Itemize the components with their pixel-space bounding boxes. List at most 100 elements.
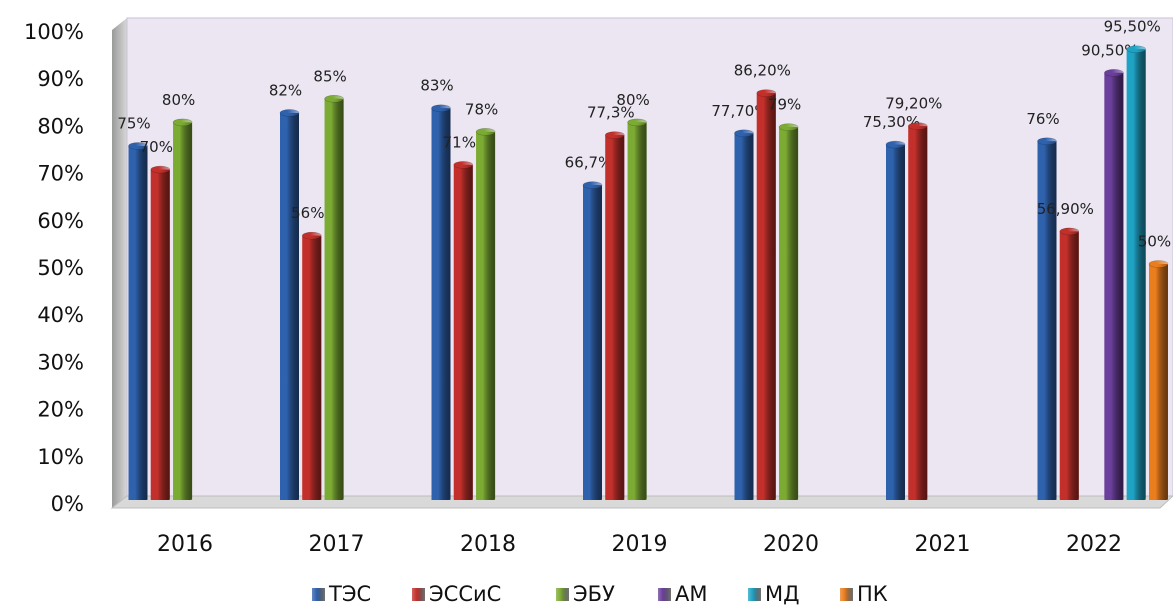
bar-cap — [582, 181, 603, 189]
bar-cap — [301, 231, 322, 240]
bar-cap — [1059, 227, 1080, 236]
value-label: 50% — [1138, 233, 1171, 251]
bar-cap — [778, 123, 799, 131]
y-tick-label: 10% — [37, 445, 84, 469]
y-tick-label: 30% — [37, 350, 84, 374]
bar-cap — [604, 131, 625, 139]
legend-swatch — [840, 588, 853, 601]
bar — [886, 144, 905, 501]
y-tick-label: 0% — [51, 492, 84, 516]
bar — [453, 164, 473, 500]
legend-swatch — [312, 588, 325, 601]
y-tick-label: 20% — [37, 398, 84, 422]
bar-cap — [907, 122, 928, 130]
bar — [324, 98, 344, 501]
bar — [1037, 141, 1057, 500]
bar — [908, 126, 928, 501]
y-tick-label: 90% — [37, 67, 84, 91]
bar — [627, 122, 647, 501]
plot-area — [126, 17, 1173, 497]
legend-label: МД — [765, 582, 800, 606]
value-label: 70% — [140, 138, 173, 156]
value-label: 79% — [768, 96, 801, 114]
value-label: 83% — [420, 77, 453, 95]
bar — [779, 127, 799, 501]
bar — [476, 131, 496, 500]
bar — [1104, 72, 1124, 500]
bar — [128, 146, 148, 500]
x-tick-label: 2018 — [460, 532, 516, 557]
x-tick-label: 2017 — [309, 532, 365, 557]
legend-swatch — [556, 588, 569, 601]
value-label: 78% — [465, 100, 498, 118]
bar-cap — [475, 128, 496, 136]
x-tick-label: 2019 — [612, 532, 668, 557]
x-tick-label: 2022 — [1066, 532, 1122, 557]
bar — [734, 133, 754, 501]
value-label: 80% — [162, 91, 195, 109]
legend-swatch — [748, 588, 761, 601]
value-label: 80% — [616, 91, 649, 109]
bar-cap — [1126, 45, 1146, 54]
bar — [605, 135, 625, 501]
bar — [431, 108, 451, 501]
legend-label: ПК — [857, 582, 888, 606]
legend-label: АМ — [675, 582, 707, 606]
bar-cap — [1104, 69, 1124, 77]
value-label: 79,20% — [885, 95, 942, 113]
value-label: 56% — [291, 204, 324, 222]
y-tick-label: 60% — [37, 209, 84, 233]
x-tick-label: 2016 — [157, 532, 213, 557]
bar-cap — [1148, 260, 1169, 268]
value-label: 82% — [269, 81, 302, 99]
bar — [1149, 264, 1168, 500]
value-label: 77,3% — [587, 104, 635, 122]
bar — [756, 93, 776, 501]
bar-cap — [756, 89, 777, 97]
bar — [1059, 231, 1079, 500]
bar-cap — [431, 104, 451, 113]
bar — [150, 169, 170, 500]
value-label: 71% — [443, 133, 476, 151]
bar-cap — [453, 161, 474, 169]
bar-cap — [885, 140, 906, 149]
y-tick-label: 70% — [37, 162, 84, 186]
value-label: 90,50% — [1081, 41, 1138, 59]
legend-swatch — [658, 588, 671, 601]
bar — [302, 235, 322, 500]
bar — [1126, 49, 1146, 501]
legend-label: ЭБУ — [573, 582, 615, 606]
bar — [583, 185, 602, 500]
legend-swatch — [412, 588, 425, 601]
bar-cap — [128, 142, 148, 150]
floor — [110, 495, 1173, 509]
value-label: 85% — [313, 67, 346, 85]
bar-cap — [734, 129, 754, 138]
value-label: 95,50% — [1104, 18, 1161, 36]
value-label: 76% — [1026, 110, 1059, 128]
y-tick-label: 100% — [24, 20, 84, 44]
bar-cap — [324, 95, 344, 103]
value-label: 75% — [117, 115, 150, 133]
value-label: 56,90% — [1037, 200, 1094, 218]
x-tick-label: 2021 — [915, 532, 971, 557]
side-wall — [112, 18, 127, 508]
value-label: 77,70% — [711, 102, 768, 120]
value-label: 75,30% — [863, 113, 920, 131]
y-tick-label: 40% — [37, 303, 84, 327]
bar-cap — [279, 109, 300, 117]
legend-label: ЭССиС — [429, 582, 501, 606]
x-tick-label: 2020 — [763, 532, 819, 557]
bar-cap — [627, 118, 647, 127]
bar-cap — [150, 165, 171, 174]
value-label: 86,20% — [734, 62, 791, 80]
bar-cap — [1037, 137, 1057, 146]
y-tick-label: 80% — [37, 114, 84, 138]
bar — [173, 122, 193, 501]
y-tick-label: 50% — [37, 256, 84, 280]
bar-cap — [172, 118, 193, 127]
value-label: 66,7% — [565, 154, 613, 172]
legend-label: ТЭС — [328, 582, 371, 606]
bar — [280, 112, 299, 501]
